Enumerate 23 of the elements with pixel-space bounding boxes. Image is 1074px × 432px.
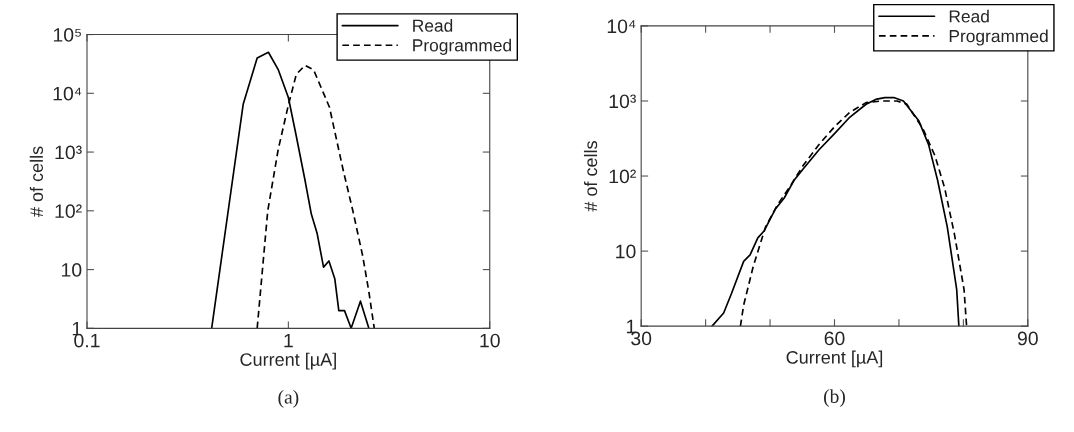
x-axis-title: Current [µA]: [786, 350, 883, 368]
x-tick-label: 10: [480, 333, 500, 348]
y-tick-label: 10: [616, 244, 636, 259]
legend-label: Read: [413, 19, 453, 32]
y-tick-label: 10: [61, 263, 82, 277]
y-axis-title: # of cells: [29, 146, 44, 217]
x-axis-title: Current [µA]: [240, 352, 336, 370]
x-tick-label: 60: [824, 331, 845, 346]
y-tick-label: 10⁴: [53, 86, 82, 101]
legend-label: Read: [949, 9, 989, 23]
y-tick-label: 10³: [609, 94, 636, 109]
y-axis-title: # of cells: [583, 141, 598, 212]
y-tick-label: 10³: [55, 145, 82, 160]
y-tick-label: 10²: [609, 169, 636, 184]
text: (b): [824, 389, 845, 407]
legend-label: Programmed: [949, 29, 1048, 46]
legend-label: Programmed: [413, 38, 511, 55]
y-tick-label: 10⁴: [607, 19, 636, 34]
y-tick-label: 10²: [55, 204, 82, 219]
text: (a): [278, 390, 299, 408]
x-tick-label: 90: [1017, 331, 1038, 346]
y-tick-label: 10⁵: [53, 28, 81, 42]
x-tick-label: 1: [284, 333, 293, 348]
